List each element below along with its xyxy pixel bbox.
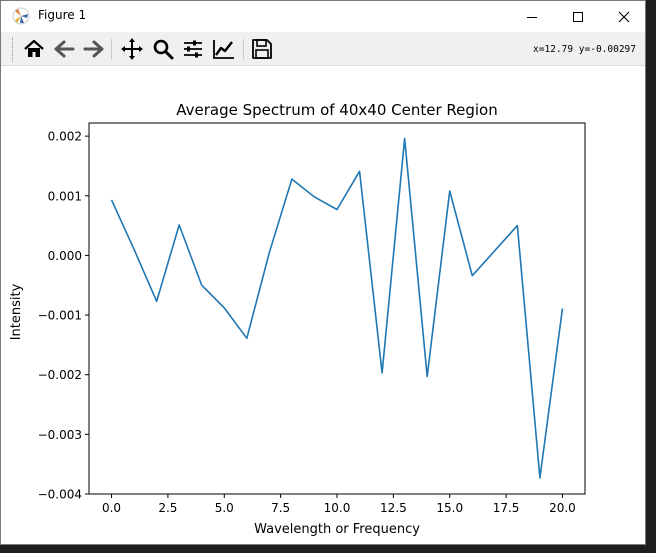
forward-button[interactable]: [81, 36, 107, 62]
line-chart[interactable]: Average Spectrum of 40x40 Center Region …: [1, 66, 645, 544]
edit-axes-icon: [213, 40, 234, 59]
app-icon: [12, 7, 30, 25]
back-button[interactable]: [51, 36, 77, 62]
x-axis-label: Wavelength or Frequency: [254, 522, 420, 537]
cursor-coordinates: x=12.79 y=-0.00297: [533, 44, 636, 55]
chart-title: Average Spectrum of 40x40 Center Region: [176, 101, 497, 119]
x-tick-label: 10.0: [324, 501, 351, 515]
figure-canvas[interactable]: Average Spectrum of 40x40 Center Region …: [1, 66, 645, 544]
zoom-icon: [153, 39, 174, 60]
minimize-button[interactable]: [509, 1, 555, 32]
x-tick-label: 17.5: [493, 501, 520, 515]
forward-arrow-icon: [83, 40, 104, 58]
y-tick-label: −0.004: [38, 488, 82, 502]
axes: 0.0 2.5 5.0 7.5 10.0 12.5 15.0 17.5 20.0 −0.004 −0…: [38, 122, 586, 515]
close-icon: [618, 11, 630, 22]
y-tick-label: 0.000: [48, 249, 82, 263]
maximize-button[interactable]: [555, 1, 601, 32]
back-arrow-icon: [54, 40, 75, 58]
y-tick-label: 0.001: [48, 189, 82, 203]
window-title: Figure 1: [38, 8, 87, 22]
pan-button[interactable]: [119, 36, 145, 62]
x-tick-label: 20.0: [549, 501, 576, 515]
customize-button[interactable]: [211, 36, 237, 62]
title-bar[interactable]: Figure 1: [1, 1, 645, 32]
toolbar-separator: [243, 39, 244, 59]
home-icon: [24, 39, 44, 57]
zoom-button[interactable]: [150, 36, 176, 62]
subplots-icon: [184, 40, 202, 58]
pan-icon: [121, 38, 143, 60]
save-button[interactable]: [249, 36, 275, 62]
close-button[interactable]: [601, 1, 647, 32]
x-tick-label: 0.0: [102, 501, 121, 515]
y-axis-label: Intensity: [9, 283, 24, 340]
desktop-background: [0, 545, 656, 553]
toolbar-grip: [12, 37, 15, 62]
save-icon: [252, 39, 272, 59]
x-tick-label: 12.5: [380, 501, 407, 515]
y-tick-label: −0.002: [38, 368, 82, 382]
minimize-icon: [527, 16, 537, 18]
maximize-icon: [573, 11, 583, 22]
figure-window: Figure 1: [0, 0, 646, 545]
toolbar-separator: [111, 39, 112, 59]
x-tick-label: 5.0: [215, 501, 234, 515]
y-tick-label: −0.001: [38, 309, 82, 323]
home-button[interactable]: [21, 36, 47, 62]
x-tick-label: 2.5: [158, 501, 177, 515]
navigation-toolbar: x=12.79 y=-0.00297: [1, 32, 645, 66]
x-tick-label: 15.0: [436, 501, 463, 515]
x-tick-label: 7.5: [271, 501, 290, 515]
y-tick-label: 0.002: [48, 130, 82, 144]
subplots-button[interactable]: [180, 36, 206, 62]
y-tick-label: −0.003: [38, 428, 82, 442]
